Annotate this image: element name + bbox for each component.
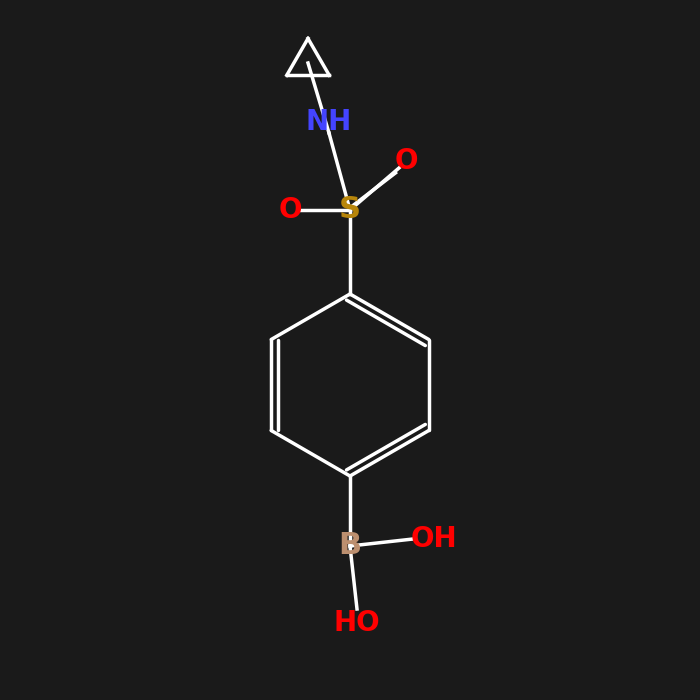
Text: S: S bbox=[339, 195, 361, 225]
Text: OH: OH bbox=[411, 525, 457, 553]
Text: HO: HO bbox=[334, 609, 380, 637]
Text: O: O bbox=[279, 196, 302, 224]
Text: O: O bbox=[394, 147, 418, 175]
Text: B: B bbox=[338, 531, 362, 561]
Text: NH: NH bbox=[306, 108, 352, 136]
